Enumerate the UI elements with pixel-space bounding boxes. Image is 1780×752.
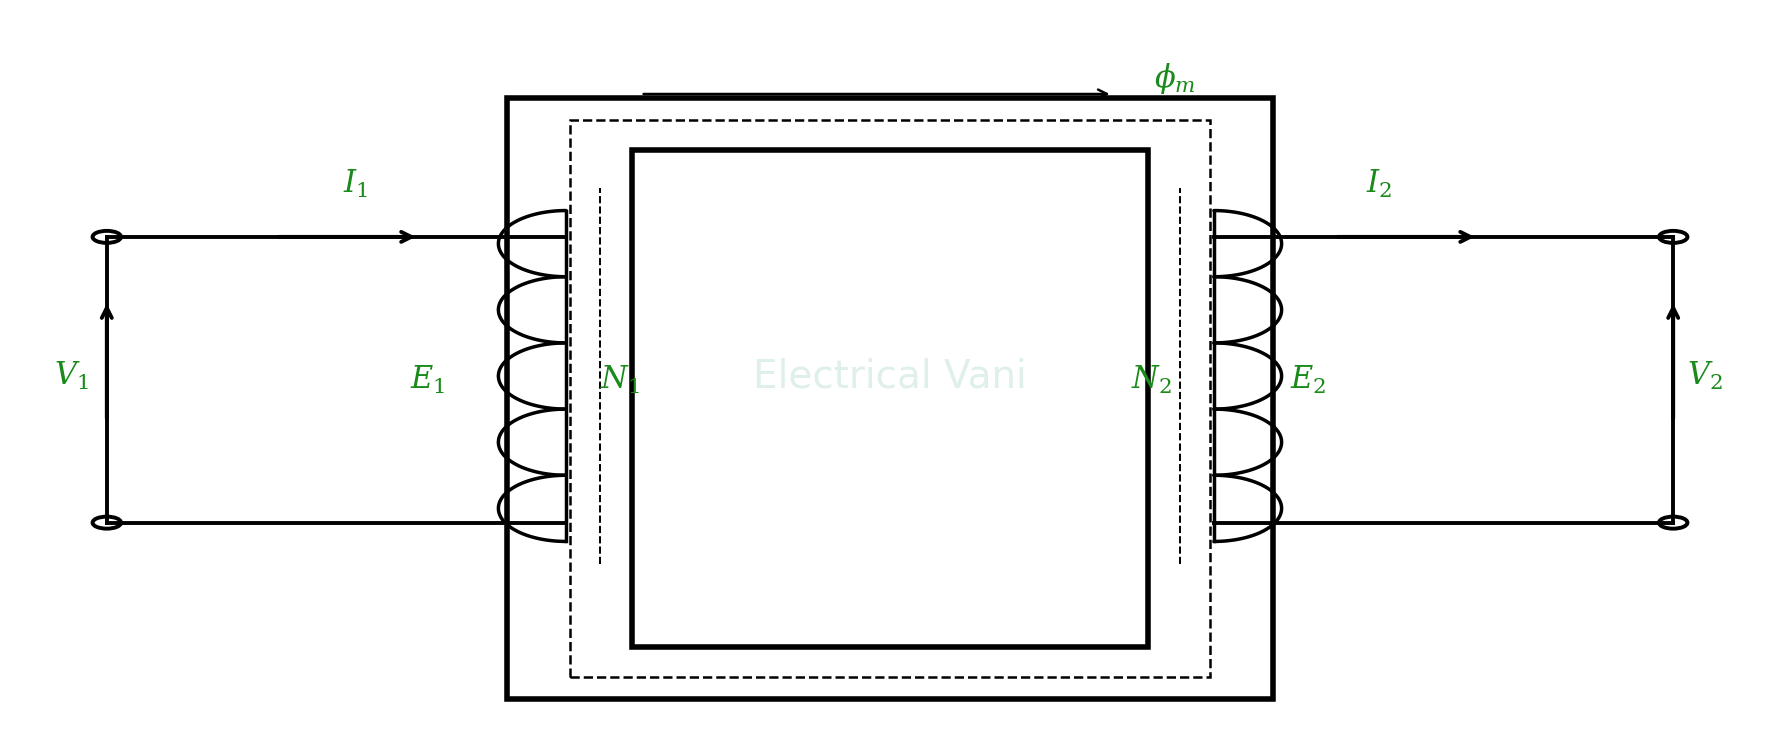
Text: $V_1$: $V_1$ [53,360,89,392]
Text: $N_2$: $N_2$ [1132,364,1171,396]
Text: $N_1$: $N_1$ [600,364,639,396]
Text: Electrical Vani: Electrical Vani [753,357,1027,395]
Text: $E_2$: $E_2$ [1290,364,1326,396]
Text: $I_1$: $I_1$ [344,168,368,200]
Text: $\phi_m$: $\phi_m$ [1153,62,1196,96]
Text: $I_2$: $I_2$ [1367,168,1392,200]
Text: $E_1$: $E_1$ [409,364,445,396]
Text: $V_2$: $V_2$ [1687,360,1723,392]
